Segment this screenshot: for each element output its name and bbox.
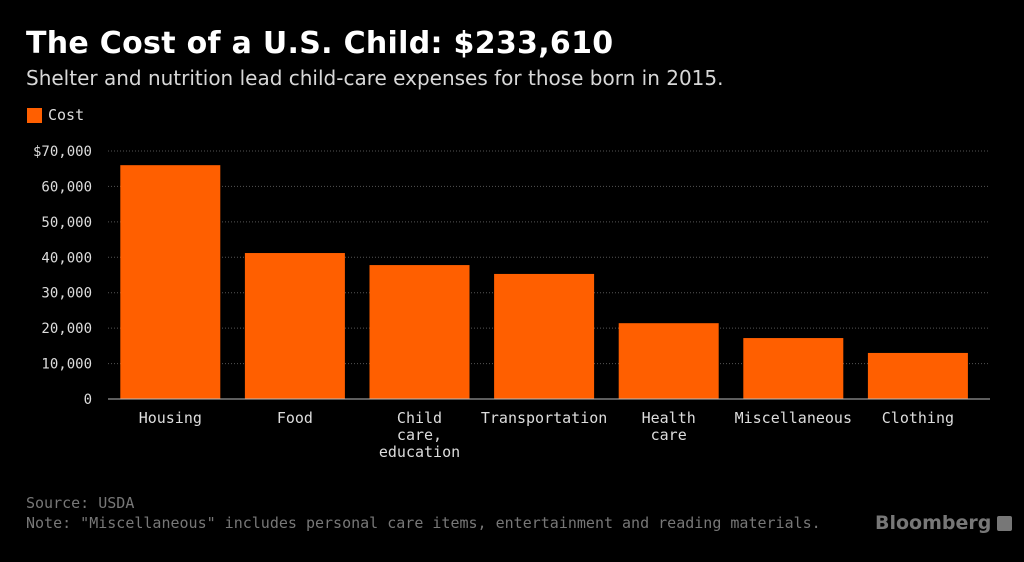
y-tick-label: 0 [84,392,92,408]
x-tick-label: Health care [642,409,696,444]
bar-chart: 0 10,000 20,000 30,000 40,000 50,000 60,000 $70… [33,144,990,461]
footnote: Note: "Miscellaneous" includes personal … [26,514,821,532]
y-tick-label: 40,000 [41,250,92,266]
x-tick-label: Clothing [882,409,954,427]
bloomberg-chart-icon [997,515,1013,531]
bar-clothing [867,352,968,399]
bloomberg-logo: Bloomberg [875,512,1013,534]
bar-housing [120,165,221,399]
y-tick-label: 60,000 [41,179,92,195]
legend-label: Cost [48,106,85,124]
y-tick-label: 10,000 [41,357,92,373]
bar-child-care-education [369,265,470,399]
y-tick-label: 30,000 [41,286,92,302]
x-tick-label: Food [277,409,313,427]
bar-food [244,253,345,399]
source-note: Source: USDA [26,494,135,512]
chart-subtitle: Shelter and nutrition lead child-care ex… [26,66,724,90]
bar-transportation [494,273,595,399]
x-tick-label: Child care, education [379,409,460,461]
legend: Cost [27,106,84,124]
x-tick-label: Housing [139,409,202,427]
legend-swatch [27,107,42,123]
y-tick-label: 50,000 [41,215,92,231]
bar-health-care [618,323,719,399]
x-tick-label: Transportation [481,409,607,427]
bar-miscellaneous [743,338,844,399]
y-tick-label: $70,000 [33,144,92,160]
logo-text: Bloomberg [875,512,992,534]
x-tick-label: Miscellaneous [735,409,852,427]
chart-title: The Cost of a U.S. Child: $233,610 [26,26,614,61]
y-tick-label: 20,000 [41,321,92,337]
